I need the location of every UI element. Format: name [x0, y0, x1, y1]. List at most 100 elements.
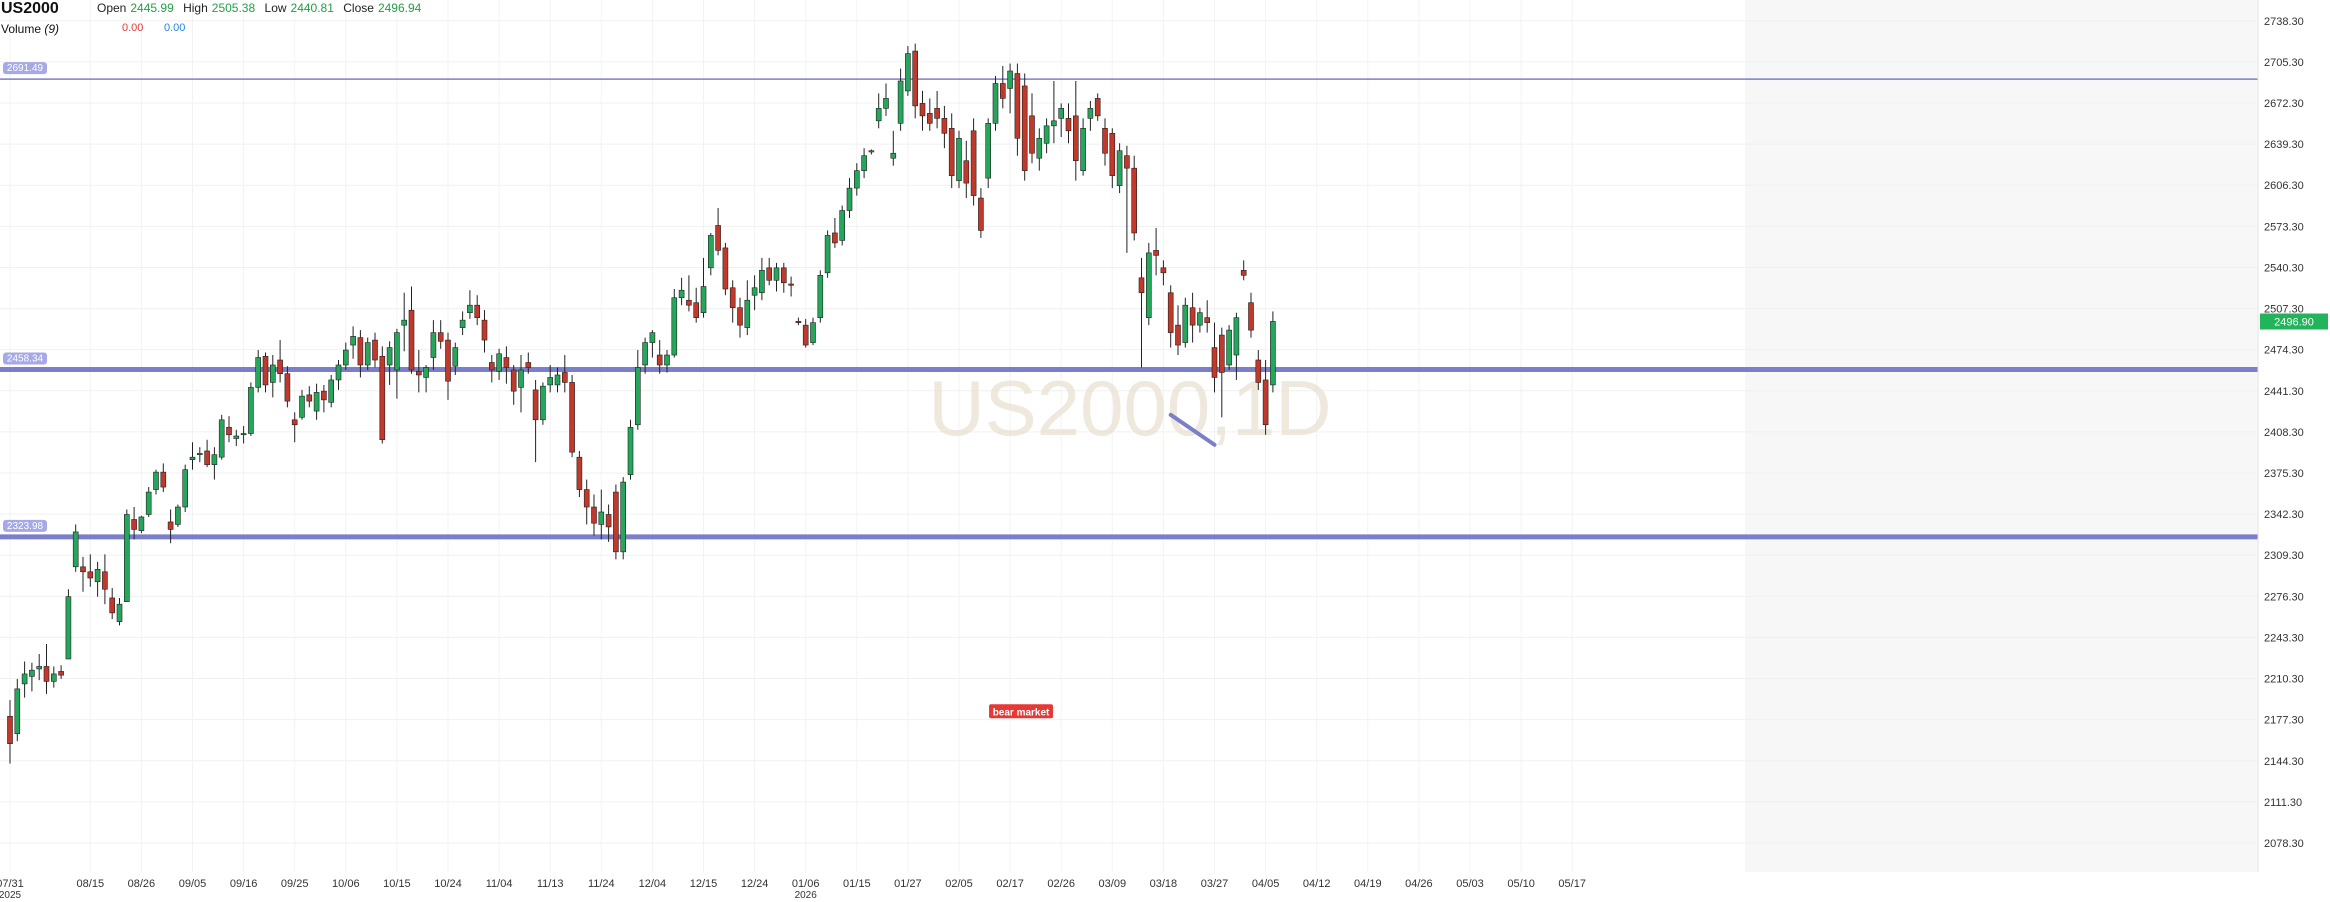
candle-body [255, 357, 261, 388]
candle-body [642, 342, 648, 366]
candle-body [1226, 329, 1232, 366]
x-tick-label: 09/05 [179, 878, 207, 890]
candle [824, 230, 831, 278]
y-tick-label: 2276.30 [2264, 591, 2304, 603]
candle [262, 352, 269, 393]
candle-body [766, 267, 773, 281]
x-tick-label: 02/05 [945, 878, 973, 890]
candle-body [408, 309, 415, 371]
candle-body [1014, 73, 1021, 139]
candle-body [1219, 334, 1225, 373]
volume-indicator[interactable]: Volume (9) [1, 22, 59, 36]
candle [634, 350, 641, 430]
candle [620, 477, 627, 560]
candle-body [1182, 304, 1189, 343]
candle [342, 342, 349, 370]
candle [423, 364, 429, 393]
candle [926, 98, 933, 131]
high-label: High [183, 1, 208, 15]
candle-body [678, 289, 685, 299]
candle [934, 90, 940, 129]
ohlc-values: Open 2445.99 High 2505.38 Low 2440.81 Close… [97, 1, 427, 15]
candle-body [94, 568, 101, 583]
candle-body [124, 514, 130, 602]
candle-body [627, 426, 634, 475]
candle [985, 118, 992, 189]
x-tick-label: 08/26 [128, 878, 156, 890]
y-tick-label: 2474.30 [2264, 345, 2304, 357]
candle [350, 326, 356, 359]
candle-body [1248, 302, 1254, 331]
candle [29, 662, 35, 692]
candle [700, 257, 707, 318]
candle [401, 292, 408, 352]
candle [204, 439, 210, 468]
low-value: 2440.81 [290, 1, 334, 15]
candle-body [452, 347, 459, 367]
x-tick-label: 08/15 [77, 878, 105, 890]
candle-body [401, 319, 408, 326]
candle-body [992, 83, 999, 124]
x-tick-label: 10/15 [383, 878, 411, 890]
candle-body [1167, 292, 1174, 333]
candle [1146, 242, 1152, 326]
candle-body [350, 336, 356, 346]
future-area-shade [1745, 0, 2257, 872]
candle-body [1138, 277, 1145, 294]
candle-body [999, 83, 1006, 99]
x-tick-label: 05/17 [1558, 878, 1586, 890]
candle [116, 597, 123, 626]
candle [1087, 100, 1094, 131]
candle-body [875, 108, 882, 122]
candle [532, 379, 539, 463]
candle [861, 148, 867, 179]
candle [50, 666, 57, 688]
candle-body [1131, 167, 1137, 234]
candle-body [810, 322, 816, 343]
candle-body [481, 319, 488, 341]
candle [1102, 118, 1108, 166]
candle-body [503, 357, 510, 368]
candle-body [561, 372, 568, 383]
x-tick-label: 03/27 [1201, 878, 1229, 890]
candle-body [897, 80, 904, 124]
candle [189, 442, 196, 470]
candle-body [29, 669, 35, 677]
candle-body [1073, 115, 1079, 161]
y-tick-label: 2606.30 [2264, 180, 2304, 192]
candle-body [1021, 85, 1028, 171]
candle [883, 83, 889, 116]
candle-body [1007, 70, 1013, 89]
candle-body [321, 390, 327, 401]
x-tick-year: 2026 [795, 890, 818, 901]
candle-body [430, 332, 437, 358]
candle-body [1051, 120, 1057, 127]
candle [503, 346, 510, 384]
candle-body [1116, 150, 1123, 186]
candle [853, 163, 860, 196]
candle [810, 317, 816, 346]
candle-body [372, 339, 378, 361]
candle [138, 515, 145, 534]
candle-body [102, 571, 108, 590]
horizontal-levels[interactable]: 2691.49 2458.34 2323.98 [0, 62, 2258, 540]
candle [693, 287, 700, 323]
grid-lines [0, 0, 2258, 872]
x-tick-label: 04/26 [1405, 878, 1433, 890]
candle-body [1094, 98, 1101, 117]
trendline[interactable] [1168, 412, 1217, 447]
candle-body [1087, 108, 1094, 119]
candle-body [1270, 321, 1276, 386]
candle [1014, 63, 1021, 156]
candle [1131, 155, 1137, 241]
annotation-text: bear market [993, 707, 1050, 718]
price-axis[interactable]: 2738.30 2705.30 2672.30 2639.30 2606.30 2573.… [2264, 16, 2304, 850]
candle [1007, 63, 1013, 114]
candle [430, 320, 437, 370]
candle [408, 286, 415, 374]
candle-body [496, 353, 502, 372]
candle-body [204, 450, 210, 465]
candle-body [802, 324, 809, 346]
